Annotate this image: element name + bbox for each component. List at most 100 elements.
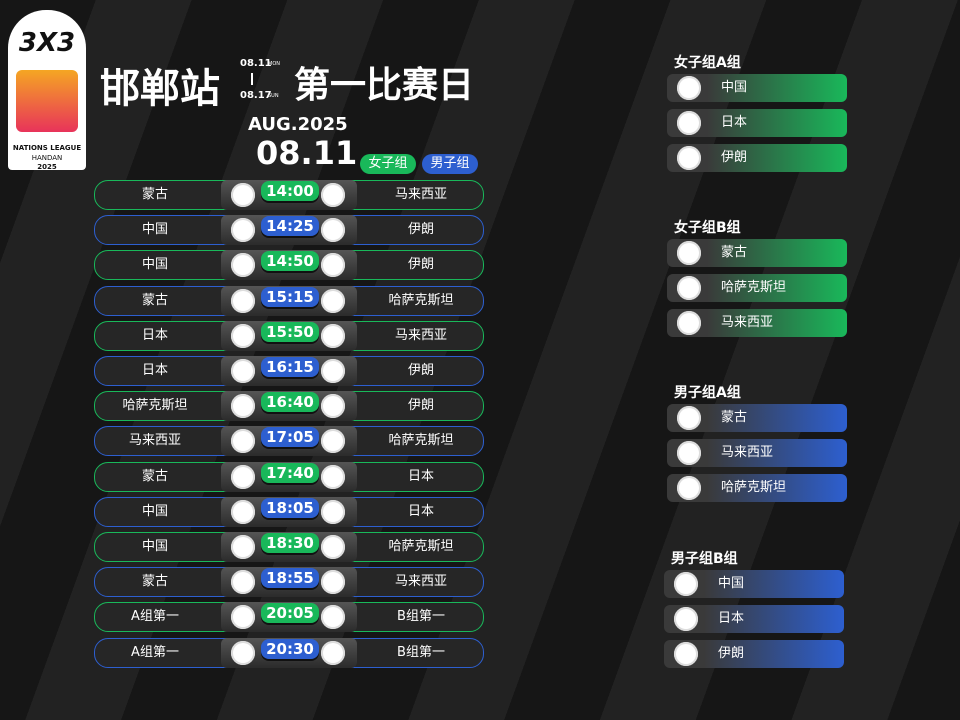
away-team: 哈萨克斯坦: [388, 292, 454, 308]
station: 邯郸站: [100, 66, 220, 112]
away-flag: [321, 640, 345, 665]
scoreboard: 14:50: [221, 250, 357, 281]
group-team: 马来西亚: [667, 439, 847, 467]
home-team: 日本: [141, 363, 168, 378]
match-row: 中国 14:25 伊朗: [94, 215, 484, 246]
home-flag: [231, 394, 255, 419]
away-flag: [321, 499, 345, 524]
team-name: 中国: [721, 80, 748, 95]
group-team: 蒙古: [667, 239, 847, 267]
scoreboard: 18:55: [221, 567, 357, 598]
away-flag: [321, 323, 345, 348]
match-row: 中国 18:05 日本: [94, 496, 484, 527]
team-name: 哈萨克斯坦: [721, 280, 787, 295]
group-team: 蒙古: [667, 404, 847, 432]
match-time: 18:30: [261, 533, 319, 553]
away-flag: [321, 218, 345, 243]
home-flag: [231, 253, 255, 278]
divider: [251, 73, 253, 85]
team-name: 蒙古: [721, 245, 748, 260]
match-time: 15:15: [261, 286, 319, 307]
home-flag: [231, 288, 255, 313]
home-flag: [231, 183, 255, 207]
group-team: 伊朗: [664, 640, 844, 668]
match-time: 15:50: [261, 321, 319, 342]
match-row: 蒙古 17:40 日本: [94, 461, 484, 492]
team-name: 哈萨克斯坦: [721, 480, 787, 495]
team-name: 伊朗: [721, 150, 748, 165]
match-time: 17:05: [261, 427, 319, 448]
home-flag: [231, 218, 255, 243]
away-flag: [321, 394, 345, 419]
home-team: A组第一: [131, 644, 179, 660]
home-flag: [231, 359, 255, 383]
scoreboard: 17:05: [221, 426, 357, 457]
away-flag: [321, 288, 345, 313]
match-time: 17:40: [261, 462, 319, 483]
home-flag: [231, 535, 255, 559]
logo-mark: 3X3: [18, 28, 76, 58]
match-row: 马来西亚 17:05 哈萨克斯坦: [94, 426, 484, 457]
scoreboard: 20:05: [221, 602, 357, 633]
team-name: 蒙古: [721, 410, 748, 425]
match-row: A组第一 20:05 B组第一: [94, 602, 484, 633]
group-team: 中国: [664, 570, 844, 598]
home-flag: [231, 464, 255, 489]
home-team: 蒙古: [141, 187, 168, 202]
scoreboard: 16:15: [221, 356, 357, 386]
scoreboard: 17:40: [221, 461, 357, 492]
match-time: 20:30: [261, 638, 319, 659]
match-time: 18:55: [261, 568, 319, 589]
home-team: 中国: [141, 539, 168, 554]
match-time: 16:15: [261, 357, 319, 377]
away-flag: [321, 535, 345, 559]
logo-league: NATIONS LEAGUE: [12, 144, 82, 152]
home-team: 中国: [141, 222, 168, 238]
group-team: 哈萨克斯坦: [667, 474, 847, 502]
group-team: 日本: [667, 109, 847, 137]
home-team: 日本: [141, 327, 168, 343]
away-team: 伊朗: [407, 257, 434, 273]
away-team: 马来西亚: [394, 187, 447, 202]
team-flag: [677, 241, 701, 265]
logo-year: 2025: [37, 163, 57, 171]
away-team: 马来西亚: [394, 574, 447, 590]
team-name: 中国: [718, 576, 745, 591]
home-flag: [231, 570, 255, 595]
away-flag: [321, 183, 345, 207]
match-time: 14:50: [261, 251, 319, 272]
group-title: 女子组A组: [674, 55, 741, 71]
match-time: 14:00: [261, 181, 319, 201]
team-flag: [677, 311, 701, 335]
scoreboard: 16:40: [221, 391, 357, 422]
away-flag: [321, 359, 345, 383]
match-row: 蒙古 18:55 马来西亚: [94, 567, 484, 598]
month: AUG.2025: [248, 114, 348, 135]
start-day: MON: [268, 61, 280, 67]
day-title: 第一比赛日: [294, 65, 475, 106]
home-team: 蒙古: [141, 468, 168, 484]
team-name: 日本: [718, 611, 745, 626]
away-team: 哈萨克斯坦: [388, 433, 454, 449]
team-flag: [677, 76, 701, 100]
group-team: 中国: [667, 74, 847, 102]
match-row: 中国 18:30 哈萨克斯坦: [94, 532, 484, 562]
away-flag: [321, 464, 345, 489]
match-time: 18:05: [261, 497, 319, 518]
home-flag: [231, 605, 255, 630]
scoreboard: 18:30: [221, 532, 357, 562]
group-title: 男子组B组: [671, 551, 738, 567]
away-team: 日本: [407, 468, 434, 484]
scoreboard: 15:15: [221, 285, 357, 316]
scoreboard: 20:30: [221, 637, 357, 668]
team-name: 伊朗: [718, 646, 745, 661]
away-team: B组第一: [397, 609, 445, 625]
team-name: 马来西亚: [721, 315, 774, 330]
home-team: 马来西亚: [128, 433, 181, 449]
team-flag: [677, 441, 701, 465]
date: 08.11: [256, 134, 358, 172]
home-flag: [231, 499, 255, 524]
group-title: 男子组A组: [674, 385, 741, 401]
away-team: B组第一: [397, 644, 445, 660]
match-row: 中国 14:50 伊朗: [94, 250, 484, 281]
